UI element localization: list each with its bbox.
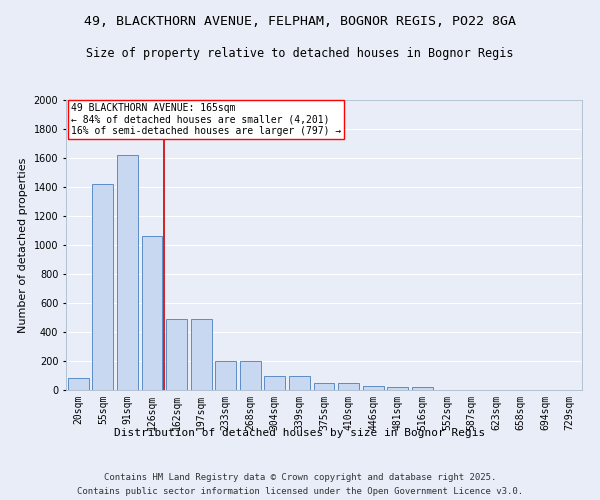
Text: 49 BLACKTHORN AVENUE: 165sqm
← 84% of detached houses are smaller (4,201)
16% of: 49 BLACKTHORN AVENUE: 165sqm ← 84% of de… xyxy=(71,103,341,136)
Bar xyxy=(117,155,138,390)
Text: 49, BLACKTHORN AVENUE, FELPHAM, BOGNOR REGIS, PO22 8GA: 49, BLACKTHORN AVENUE, FELPHAM, BOGNOR R… xyxy=(84,15,516,28)
Bar xyxy=(142,236,163,390)
Bar xyxy=(314,384,334,390)
Bar xyxy=(412,387,433,390)
Bar xyxy=(215,361,236,390)
Bar xyxy=(191,319,212,390)
Y-axis label: Number of detached properties: Number of detached properties xyxy=(18,158,28,332)
Bar xyxy=(289,376,310,390)
Bar xyxy=(387,387,408,390)
Bar xyxy=(338,384,359,390)
Text: Distribution of detached houses by size in Bognor Regis: Distribution of detached houses by size … xyxy=(115,428,485,438)
Bar xyxy=(68,378,89,390)
Bar xyxy=(362,386,383,390)
Bar xyxy=(265,376,286,390)
Bar xyxy=(166,319,187,390)
Bar xyxy=(92,184,113,390)
Text: Contains HM Land Registry data © Crown copyright and database right 2025.: Contains HM Land Registry data © Crown c… xyxy=(104,472,496,482)
Bar xyxy=(240,361,261,390)
Text: Size of property relative to detached houses in Bognor Regis: Size of property relative to detached ho… xyxy=(86,48,514,60)
Text: Contains public sector information licensed under the Open Government Licence v3: Contains public sector information licen… xyxy=(77,488,523,496)
